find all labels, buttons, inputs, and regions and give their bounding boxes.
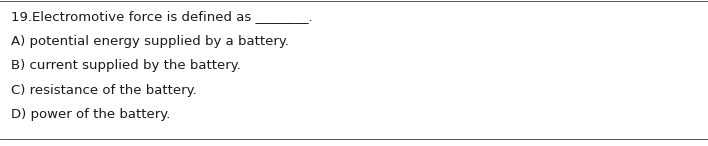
Text: C) resistance of the battery.: C) resistance of the battery.	[11, 84, 197, 97]
Text: B) current supplied by the battery.: B) current supplied by the battery.	[11, 59, 241, 72]
Text: A) potential energy supplied by a battery.: A) potential energy supplied by a batter…	[11, 35, 290, 48]
Text: D) power of the battery.: D) power of the battery.	[11, 108, 171, 121]
Text: 19.Electromotive force is defined as ________.: 19.Electromotive force is defined as ___…	[11, 10, 313, 23]
